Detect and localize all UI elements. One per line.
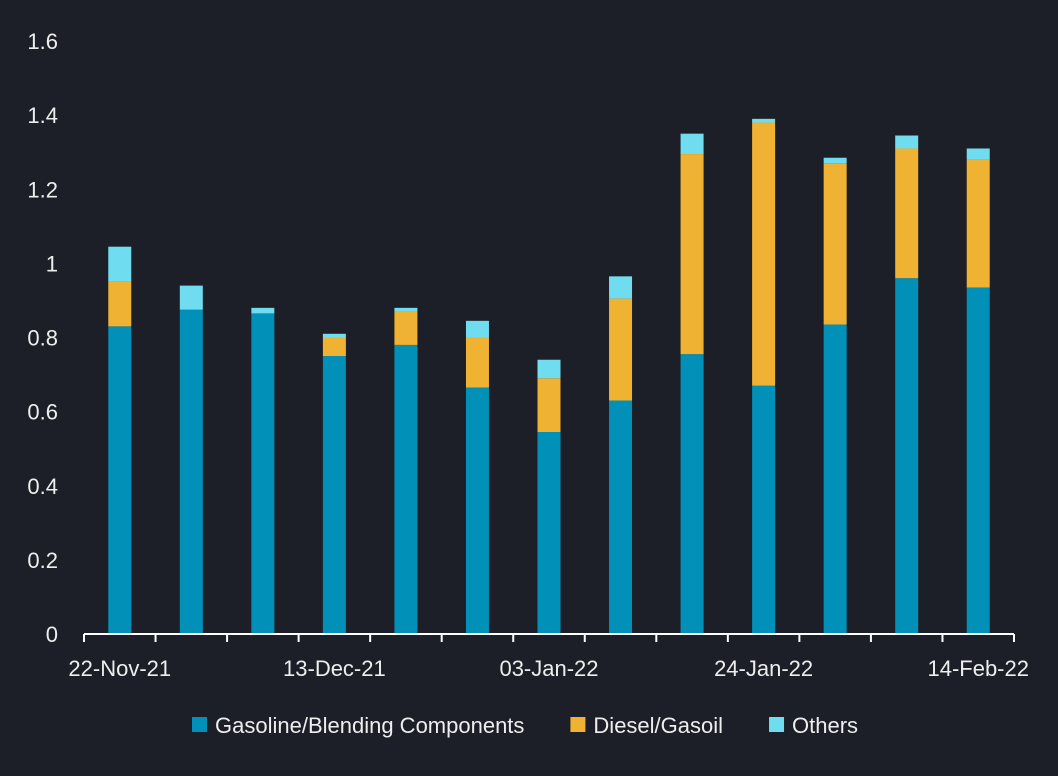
x-axis: 22-Nov-21 13-Dec-21 03-Jan-22 24-Jan-22 14-F… (68, 633, 1029, 681)
legend-label: Diesel/Gasoil (593, 713, 723, 738)
y-tick-label: 1.2 (27, 177, 58, 202)
x-tick-label: 03-Jan-22 (499, 656, 598, 681)
bar-segment (108, 246, 132, 282)
bar-segment (108, 281, 132, 327)
bar-segment (322, 337, 346, 357)
bar-segment (823, 324, 847, 634)
bar-segment (966, 148, 990, 160)
x-tick-label: 22-Nov-21 (68, 656, 171, 681)
y-tick-label: 0.4 (27, 474, 58, 499)
y-tick-label: 1.4 (27, 103, 58, 128)
bar-segment (251, 307, 275, 314)
y-tick-label: 0 (46, 622, 58, 647)
x-tick-label: 14-Feb-22 (927, 656, 1029, 681)
bar-segment (823, 157, 847, 164)
legend-label: Others (792, 713, 858, 738)
bar-segment (609, 400, 633, 634)
bar-segment (966, 159, 990, 288)
bar-segment (966, 287, 990, 634)
legend-swatch (570, 717, 586, 732)
bar-segment (108, 326, 132, 634)
bar-segment (537, 432, 561, 634)
bar-segment (680, 133, 704, 155)
bar-segment (465, 387, 489, 634)
y-tick-label: 0.6 (27, 400, 58, 425)
x-tick-label: 24-Jan-22 (714, 656, 813, 681)
bar-segment (895, 278, 919, 634)
bar-segment (895, 148, 919, 279)
bar-segment (752, 118, 776, 123)
y-tick-label: 0.8 (27, 326, 58, 351)
y-tick-label: 1 (46, 251, 58, 276)
bar-segment (394, 307, 418, 312)
bar-segment (251, 313, 275, 634)
bar-segment (609, 276, 633, 299)
bar-segment (465, 337, 489, 388)
legend-swatch (192, 717, 207, 732)
bar-segment (465, 320, 489, 338)
bar-segment (680, 154, 704, 355)
bar-segment (537, 378, 561, 433)
legend-label: Gasoline/Blending Components (215, 713, 524, 738)
bars (108, 118, 990, 634)
bar-segment (537, 359, 561, 379)
bar-segment (394, 311, 418, 345)
bar-segment (680, 354, 704, 634)
bar-segment (179, 309, 203, 634)
bar-segment (895, 135, 919, 149)
y-tick-label: 1.6 (27, 29, 58, 54)
bar-segment (823, 163, 847, 325)
y-axis-tick-labels: 0 0.2 0.4 0.6 0.8 1 1.2 1.4 1.6 (27, 29, 58, 647)
legend-swatch (769, 717, 785, 732)
legend: Gasoline/Blending Components Diesel/Gasoi… (192, 713, 858, 738)
bar-segment (179, 285, 203, 310)
x-tick-label: 13-Dec-21 (283, 656, 386, 681)
bar-segment (322, 333, 346, 338)
y-tick-label: 0.2 (27, 548, 58, 573)
bar-segment (322, 356, 346, 634)
bar-segment (394, 344, 418, 634)
bar-segment (752, 122, 776, 386)
bar-segment (609, 298, 633, 401)
bar-segment (752, 385, 776, 634)
